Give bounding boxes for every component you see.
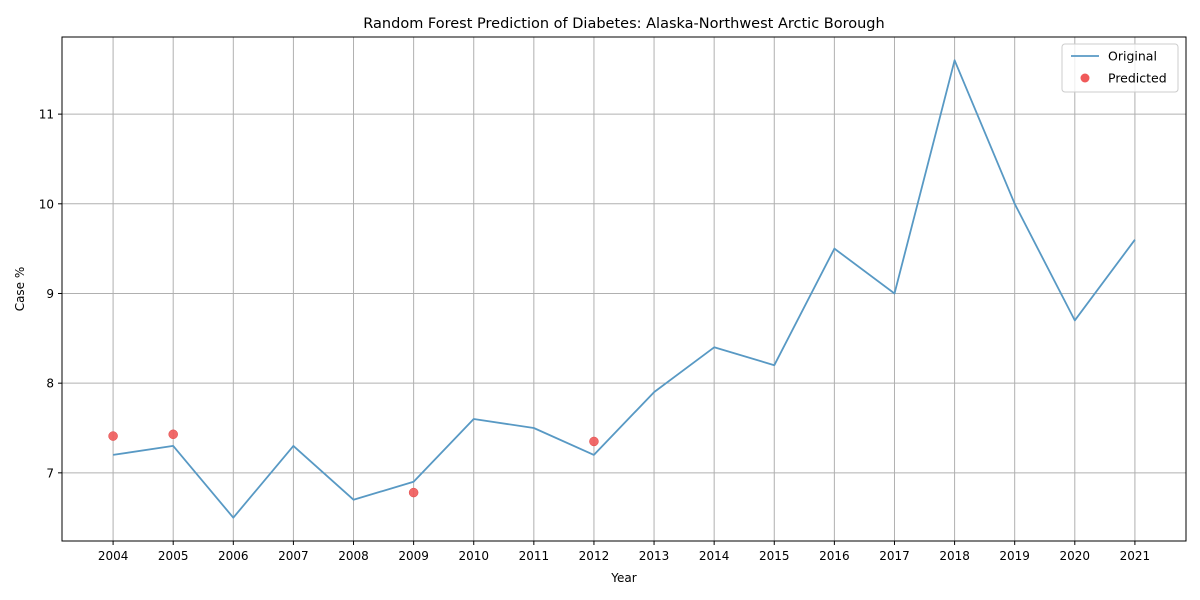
x-tick-label: 2008 bbox=[338, 549, 369, 563]
x-tick-label: 2021 bbox=[1120, 549, 1151, 563]
x-tick-label: 2019 bbox=[999, 549, 1030, 563]
y-tick-label: 10 bbox=[39, 197, 54, 211]
y-tick-label: 8 bbox=[46, 377, 54, 391]
x-tick-label: 2005 bbox=[158, 549, 189, 563]
y-tick-label: 11 bbox=[39, 108, 54, 122]
predicted-point bbox=[108, 431, 118, 441]
series bbox=[108, 59, 1136, 519]
grid bbox=[62, 37, 1186, 541]
legend: Original Predicted bbox=[1061, 43, 1179, 93]
y-axis-label: Case % bbox=[13, 267, 27, 312]
x-tick-label: 2016 bbox=[819, 549, 850, 563]
x-tick-label: 2018 bbox=[939, 549, 970, 563]
predicted-point bbox=[589, 436, 599, 447]
x-tick-label: 2009 bbox=[398, 549, 429, 563]
x-tick-label: 2015 bbox=[759, 549, 790, 563]
legend-label-predicted: Predicted bbox=[1108, 71, 1167, 86]
series-line-original bbox=[112, 59, 1136, 519]
x-tick-label: 2006 bbox=[218, 549, 249, 563]
y-tick-label: 9 bbox=[46, 287, 54, 301]
x-tick-label: 2013 bbox=[639, 549, 670, 563]
x-tick-label: 2011 bbox=[519, 549, 550, 563]
x-tick-label: 2004 bbox=[98, 549, 129, 563]
x-tick-label: 2007 bbox=[278, 549, 309, 563]
legend-label-original: Original bbox=[1108, 49, 1157, 64]
x-tick-label: 2012 bbox=[579, 549, 610, 563]
x-tick-label: 2020 bbox=[1060, 549, 1091, 563]
x-tick-label: 2014 bbox=[699, 549, 730, 563]
plot-area-frame bbox=[61, 36, 1187, 542]
y-tick-label: 7 bbox=[46, 466, 54, 480]
x-tick-label: 2010 bbox=[458, 549, 489, 563]
predicted-point bbox=[168, 429, 178, 440]
x-tick-label: 2017 bbox=[879, 549, 910, 563]
chart-title: Random Forest Prediction of Diabetes: Al… bbox=[363, 16, 884, 32]
legend-marker-swatch bbox=[1080, 73, 1090, 83]
axis-ticks: 2004 2005 2006 2007 2008 2009 2010 2011 2012 2013… bbox=[39, 108, 1150, 563]
predicted-point bbox=[408, 487, 419, 498]
x-axis-label: Year bbox=[610, 571, 636, 585]
